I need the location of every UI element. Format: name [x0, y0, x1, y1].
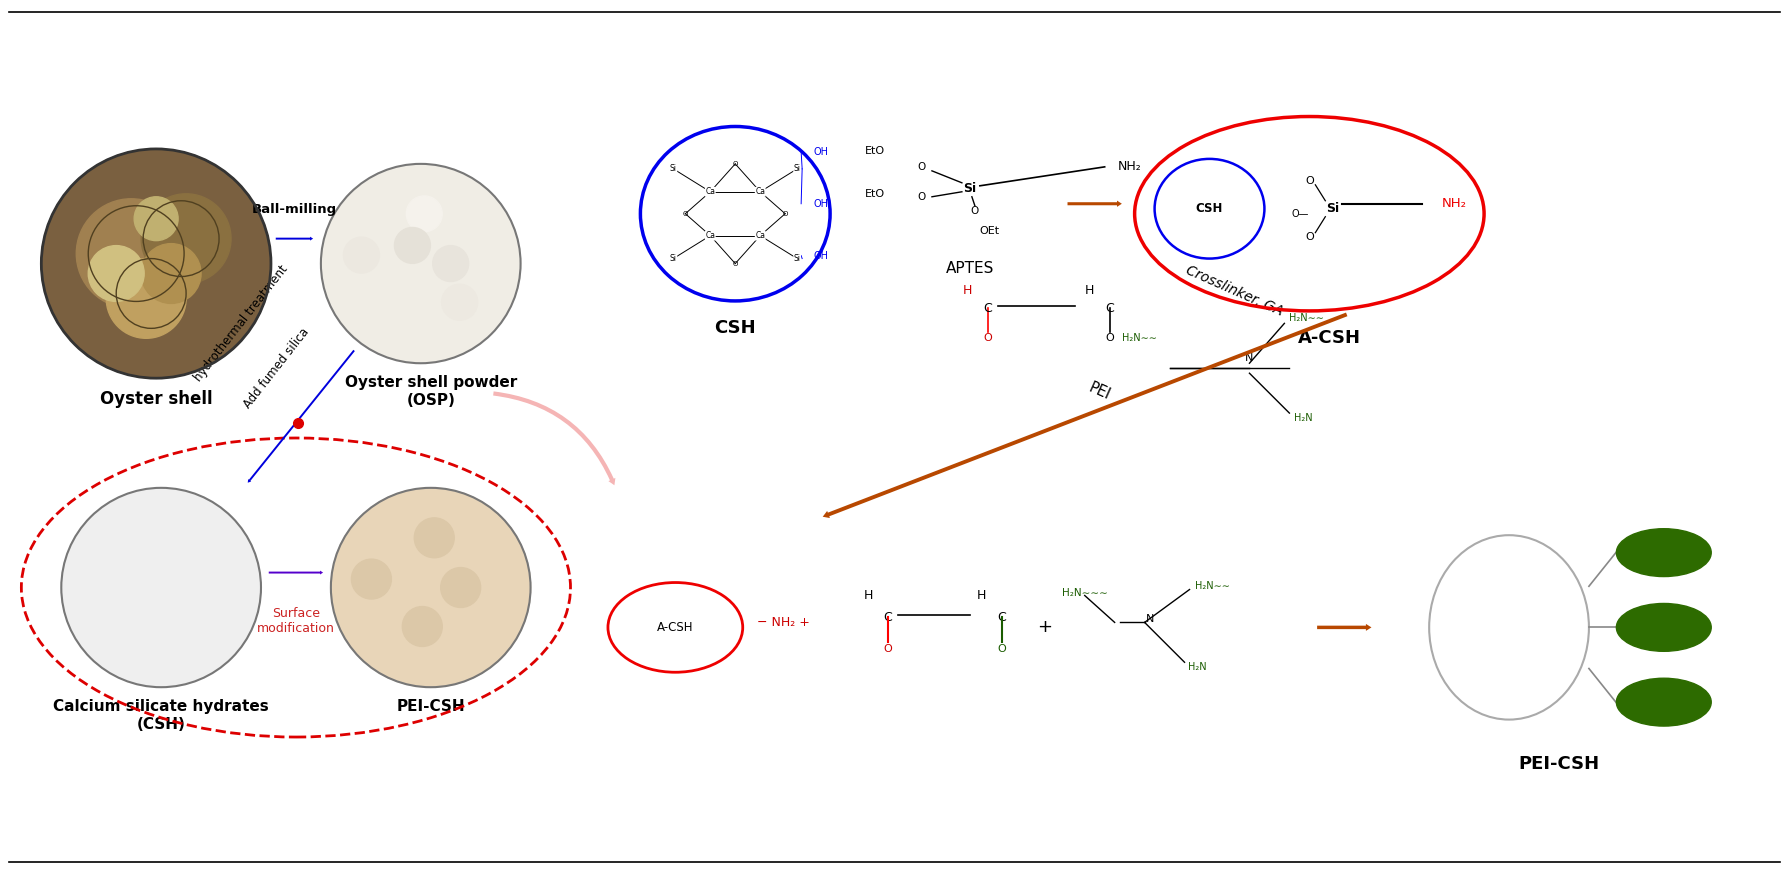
Text: CSH: CSH: [714, 319, 757, 337]
Text: − NH₂ +: − NH₂ +: [757, 616, 810, 629]
Text: Ca: Ca: [755, 231, 766, 240]
Circle shape: [141, 244, 200, 304]
Text: Si: Si: [794, 254, 801, 263]
Ellipse shape: [320, 164, 521, 363]
Text: PEI-CSH: PEI-CSH: [397, 699, 465, 714]
Ellipse shape: [1617, 603, 1712, 651]
Text: Add fumed silica: Add fumed silica: [242, 326, 311, 411]
Text: O: O: [1304, 231, 1313, 242]
Text: C: C: [1106, 302, 1115, 315]
Circle shape: [433, 245, 469, 281]
Text: O: O: [732, 161, 737, 167]
Text: H₂N∼∼: H₂N∼∼: [1195, 581, 1229, 590]
Text: N: N: [1245, 354, 1254, 363]
Text: O: O: [1106, 333, 1115, 343]
Text: OH: OH: [814, 251, 828, 260]
Text: O: O: [971, 206, 979, 216]
Circle shape: [41, 149, 270, 378]
Ellipse shape: [331, 488, 531, 687]
Circle shape: [141, 194, 231, 284]
Text: C: C: [984, 302, 993, 315]
Ellipse shape: [1617, 678, 1712, 726]
Circle shape: [106, 258, 186, 339]
Text: H₂N: H₂N: [1295, 413, 1313, 423]
Text: O—: O—: [1292, 209, 1310, 219]
Text: O: O: [782, 210, 787, 217]
Circle shape: [77, 199, 186, 308]
Circle shape: [394, 228, 431, 264]
Text: Oyster shell powder
(OSP): Oyster shell powder (OSP): [345, 375, 517, 408]
Text: Si: Si: [669, 164, 676, 174]
Ellipse shape: [1617, 529, 1712, 576]
Text: Calcium silicate hydrates
(CSH): Calcium silicate hydrates (CSH): [54, 699, 268, 732]
Text: Ca: Ca: [705, 231, 716, 240]
Text: C: C: [884, 611, 893, 624]
Ellipse shape: [61, 488, 261, 687]
Text: Si: Si: [794, 164, 801, 174]
Text: Si: Si: [669, 254, 676, 263]
Text: PEI: PEI: [1653, 546, 1675, 559]
Circle shape: [415, 518, 454, 558]
Text: OEt: OEt: [980, 225, 1000, 236]
Text: H: H: [977, 589, 986, 602]
Circle shape: [394, 285, 431, 320]
Text: N: N: [1145, 615, 1154, 624]
Text: PEI: PEI: [1653, 621, 1675, 634]
Text: OH: OH: [814, 199, 828, 209]
Text: O: O: [918, 192, 927, 202]
Text: Si: Si: [1326, 203, 1338, 216]
Text: H₂N: H₂N: [1188, 663, 1206, 672]
Text: Crosslinker, GA: Crosslinker, GA: [1184, 263, 1285, 319]
Text: EtO: EtO: [864, 189, 886, 199]
Text: Surface
modification: Surface modification: [258, 608, 335, 636]
Text: O: O: [998, 644, 1005, 655]
Text: O: O: [732, 260, 737, 266]
Text: Ca: Ca: [755, 188, 766, 196]
Text: O: O: [884, 644, 893, 655]
Text: hydrothermal treatment: hydrothermal treatment: [191, 263, 290, 384]
Text: O: O: [984, 333, 993, 343]
Text: CSH: CSH: [1195, 203, 1224, 216]
Circle shape: [343, 237, 379, 273]
Text: EtO: EtO: [864, 146, 886, 156]
Text: NH₂: NH₂: [1118, 161, 1141, 174]
Text: H₂N∼∼: H₂N∼∼: [1290, 313, 1324, 323]
Text: O: O: [918, 162, 927, 172]
Text: H₂N∼∼: H₂N∼∼: [1122, 333, 1157, 343]
Text: O: O: [1304, 175, 1313, 186]
Text: A-CSH: A-CSH: [1297, 329, 1361, 347]
Circle shape: [88, 245, 145, 301]
Circle shape: [351, 559, 392, 599]
Text: A-CSH: A-CSH: [657, 621, 694, 634]
Circle shape: [406, 196, 442, 231]
Circle shape: [440, 567, 481, 608]
Text: C: C: [998, 611, 1005, 624]
Text: +: +: [1038, 618, 1052, 636]
Text: H: H: [864, 589, 873, 602]
Circle shape: [442, 285, 478, 320]
Text: OH: OH: [814, 147, 828, 157]
Text: PEI-CSH: PEI-CSH: [1519, 755, 1599, 773]
Text: H₂N∼∼∼: H₂N∼∼∼: [1061, 588, 1107, 597]
Text: Ca: Ca: [705, 188, 716, 196]
Text: NH₂: NH₂: [1442, 197, 1467, 210]
Text: PEI: PEI: [1086, 381, 1113, 403]
Text: H: H: [1084, 284, 1095, 297]
Circle shape: [403, 607, 442, 646]
Text: APTES: APTES: [946, 260, 995, 276]
Text: Si: Si: [962, 182, 977, 196]
Text: H: H: [962, 284, 973, 297]
Text: O: O: [683, 210, 689, 217]
Text: Oyster shell: Oyster shell: [100, 390, 213, 409]
Circle shape: [134, 196, 179, 241]
Text: Ball-milling: Ball-milling: [252, 203, 336, 216]
Text: PEI: PEI: [1653, 696, 1675, 709]
